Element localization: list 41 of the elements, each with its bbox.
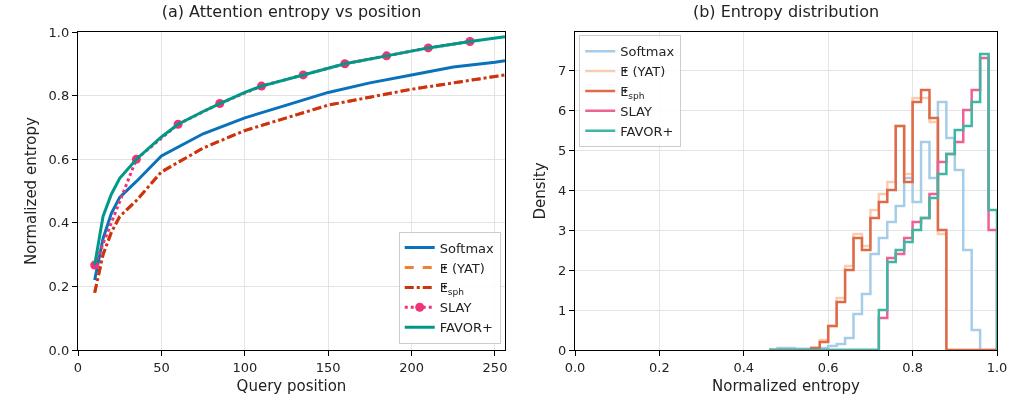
legend-label: SLAY (620, 103, 652, 119)
x-tick-label: 100 (232, 359, 258, 375)
x-tick-label: 0.2 (649, 359, 670, 375)
x-tick-label: 150 (315, 359, 341, 375)
y-tick-label: 4 (557, 182, 567, 198)
legend-label: FAVOR+ (620, 123, 674, 139)
y-tick-label: 1.0 (48, 24, 70, 40)
x-tick-label: 1.0 (986, 359, 1008, 375)
x-axis-title: Query position (236, 376, 347, 395)
y-tick-label: 7 (557, 62, 567, 78)
y-axis-title: Normalized entropy (21, 116, 40, 265)
legend-label: ⵟ$_{sph}$ (620, 84, 645, 101)
x-tick-label: 0.8 (902, 359, 923, 375)
y-tick-label: 3 (557, 222, 567, 238)
y-tick-label: 0.4 (48, 215, 70, 231)
y-tick-label: 1 (557, 302, 567, 318)
y-tick-label: 6 (557, 102, 567, 118)
x-tick-label: 200 (399, 359, 424, 375)
legend-label: ⵟ$_{sph}$ (439, 280, 465, 298)
legend-label: Softmax (439, 240, 495, 256)
x-axis-title: Normalized entropy (712, 376, 861, 395)
chart-title: (b) Entropy distribution (692, 2, 880, 22)
y-tick-label: 0.2 (48, 278, 70, 294)
x-tick-label: 0.6 (817, 359, 839, 375)
x-tick-label: 0 (73, 359, 83, 375)
legend-label: FAVOR+ (439, 320, 493, 336)
y-tick-label: 5 (557, 142, 567, 158)
y-tick-label: 0 (557, 342, 567, 358)
legend-label: Softmax (620, 44, 675, 60)
x-tick-label: 50 (153, 359, 170, 375)
y-tick-label: 0.6 (48, 151, 70, 167)
y-axis-title: Density (531, 162, 550, 220)
y-tick-label: 2 (557, 262, 567, 278)
legend-label: ⵟ (YAT) (620, 64, 666, 80)
x-tick-label: 0.4 (733, 359, 755, 375)
y-tick-label: 0.8 (48, 88, 70, 104)
y-tick-label: 0.0 (48, 342, 70, 358)
legend-label: ⵟ (YAT) (439, 260, 485, 276)
legend-label: SLAY (439, 300, 472, 316)
chart-title: (a) Attention entropy vs position (161, 2, 422, 22)
x-tick-label: 250 (482, 359, 508, 375)
